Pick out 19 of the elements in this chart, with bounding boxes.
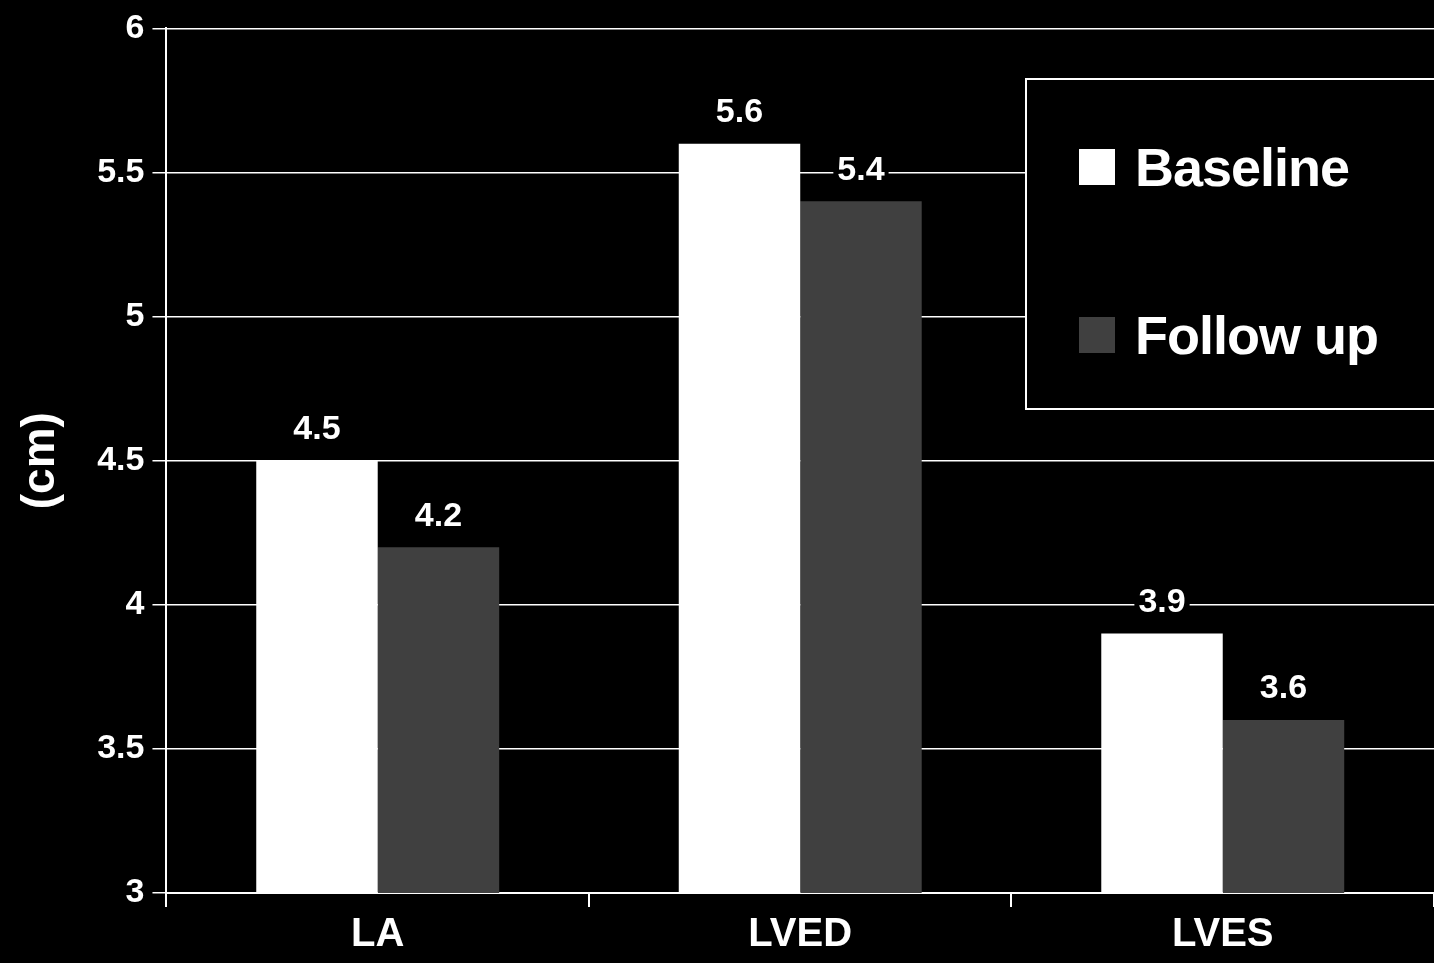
y-tick-label: 5 <box>125 294 145 333</box>
y-tick-label: 6 <box>125 6 145 45</box>
data-label: 3.6 <box>1259 667 1308 706</box>
x-tick-label: LVES <box>1171 910 1274 955</box>
legend-label: Baseline <box>1135 136 1350 198</box>
x-tick-label: LA <box>351 910 405 955</box>
data-label: 3.9 <box>1138 580 1186 619</box>
data-label: 4.2 <box>414 494 463 533</box>
data-label: 5.6 <box>715 91 764 130</box>
x-tick-label: LVED <box>748 910 853 955</box>
data-label: 5.4 <box>837 148 885 187</box>
y-tick-label: 4.5 <box>97 439 145 478</box>
y-tick-label: 3 <box>125 871 145 910</box>
data-label: 4.5 <box>293 408 341 447</box>
y-tick-label: 4 <box>125 583 145 622</box>
y-tick-label: 3.5 <box>97 727 145 766</box>
y-tick-label: 5.5 <box>97 150 145 189</box>
legend-label: Follow up <box>1135 304 1378 366</box>
y-axis-title: (cm) <box>12 412 65 510</box>
